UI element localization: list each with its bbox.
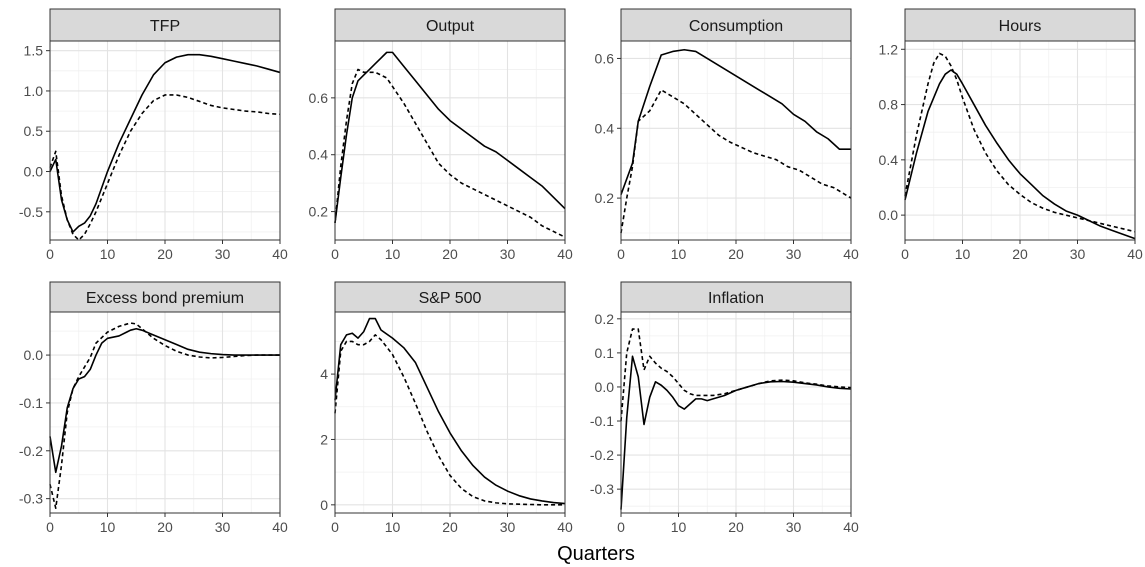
y-tick-label: 0.4	[595, 120, 615, 136]
facet-strip	[49, 8, 281, 42]
series-line-solid	[620, 48, 851, 195]
y-tick-label: 4	[320, 366, 328, 382]
facet-title: TFP	[150, 18, 180, 35]
series-line-solid	[334, 51, 566, 224]
y-tick-label: 0.5	[24, 123, 44, 139]
x-tick-label: 40	[843, 246, 859, 262]
x-tick-label: 30	[786, 246, 802, 262]
x-tick-label: 10	[100, 519, 116, 535]
x-tick-label: 40	[557, 519, 573, 535]
y-tick-label: 0	[320, 497, 328, 513]
y-tick-label: -0.1	[590, 413, 614, 429]
series-line-solid	[334, 317, 566, 505]
panel-hours: Hours 0 10 20 30 40 0.0 0.4 0.8 1.2	[879, 8, 1143, 262]
x-tick-label: 20	[157, 519, 173, 535]
x-tick-label: 10	[671, 246, 687, 262]
facet-title: Hours	[999, 18, 1042, 35]
series-line-dashed	[334, 334, 565, 506]
facet-title: Output	[426, 18, 475, 35]
x-tick-label: 0	[901, 246, 909, 262]
x-tick-label: 30	[786, 519, 802, 535]
x-tick-label: 40	[843, 519, 859, 535]
y-tick-label: -0.2	[590, 447, 614, 463]
y-tick-label: -0.3	[590, 481, 614, 497]
x-tick-label: 10	[671, 519, 687, 535]
y-tick-label: 0.1	[595, 345, 615, 361]
x-tick-label: 40	[272, 246, 288, 262]
x-tick-label: 10	[385, 246, 401, 262]
series-line-solid	[49, 53, 281, 233]
x-tick-label: 0	[331, 246, 339, 262]
y-tick-label: 1.0	[24, 83, 44, 99]
series-line-dashed	[49, 94, 281, 241]
x-axis-label: Quarters	[557, 543, 635, 565]
x-tick-label: 30	[1070, 246, 1086, 262]
y-tick-label: 0.6	[595, 50, 615, 66]
series-line-dashed	[334, 68, 566, 238]
x-tick-label: 30	[215, 246, 231, 262]
x-tick-label: 30	[500, 246, 516, 262]
panel-consumption: Consumption 0 10 20 30 40 0.2 0.4 0.6	[595, 8, 859, 262]
y-tick-label: 0.4	[879, 152, 899, 168]
x-tick-label: 0	[617, 519, 625, 535]
y-tick-label: -0.3	[19, 491, 43, 507]
y-tick-label: 2	[320, 431, 328, 447]
series-line-dashed	[49, 322, 280, 510]
y-tick-label: 0.4	[309, 147, 329, 163]
y-tick-label: 0.0	[595, 379, 615, 395]
x-tick-label: 0	[46, 246, 54, 262]
y-tick-label: 0.2	[595, 311, 615, 327]
panel-inflation: Inflation 0 10 20 30 40 -0.3 -0.2 -0.1 0.0 0.1 0.2	[590, 281, 859, 535]
facet-title: S&P 500	[419, 290, 482, 307]
x-tick-label: 40	[557, 246, 573, 262]
x-tick-label: 30	[215, 519, 231, 535]
panel-output: Output 0 10 20 30 40 0.2 0.4 0.6	[309, 8, 573, 262]
y-tick-label: 0.6	[309, 90, 329, 106]
y-tick-label: -0.1	[19, 395, 43, 411]
x-tick-label: 20	[728, 519, 744, 535]
x-tick-label: 10	[100, 246, 116, 262]
y-tick-label: 0.0	[24, 164, 44, 180]
x-tick-label: 10	[955, 246, 971, 262]
y-tick-label: 0.8	[879, 97, 899, 113]
x-tick-label: 20	[442, 519, 458, 535]
series-line-dashed	[620, 89, 852, 234]
x-tick-label: 40	[272, 519, 288, 535]
x-tick-label: 20	[1012, 246, 1028, 262]
x-tick-label: 20	[442, 246, 458, 262]
y-tick-label: -0.5	[19, 204, 43, 220]
facet-strip	[334, 8, 566, 42]
x-tick-label: 20	[157, 246, 173, 262]
y-tick-label: -0.2	[19, 443, 43, 459]
facet-strip	[334, 281, 566, 313]
series-line-dashed	[620, 328, 852, 422]
facet-title: Excess bond premium	[86, 290, 244, 307]
series-line-solid	[904, 69, 1136, 240]
y-tick-label: 0.2	[309, 204, 329, 220]
x-tick-label: 0	[46, 519, 54, 535]
y-tick-label: 1.5	[24, 43, 44, 59]
panel-excess-bond-premium: Excess bond premium 0 10 20 30 40 -0.3 -0.2 -0.1…	[19, 281, 288, 535]
x-tick-label: 0	[617, 246, 625, 262]
x-tick-label: 10	[385, 519, 401, 535]
y-tick-label: 1.2	[879, 41, 899, 57]
facet-title: Consumption	[689, 18, 783, 35]
series-line-dashed	[904, 52, 1136, 233]
x-tick-label: 0	[331, 519, 339, 535]
y-tick-label: 0.0	[24, 347, 44, 363]
panel-sp500: S&P 500 0 10 20 30 40 0 2 4	[320, 281, 573, 535]
panel-tfp: TFP 0 10 20 30 40 -0.5 0.0 0.5 1.0 1.5	[19, 8, 288, 262]
facet-title: Inflation	[708, 290, 764, 307]
series-line-solid	[620, 355, 852, 510]
x-tick-label: 40	[1127, 246, 1143, 262]
x-tick-label: 20	[728, 246, 744, 262]
y-tick-label: 0.2	[595, 190, 615, 206]
facet-strip	[904, 8, 1136, 42]
y-tick-label: 0.0	[879, 207, 899, 223]
facet-strip	[620, 281, 852, 313]
x-tick-label: 30	[500, 519, 516, 535]
